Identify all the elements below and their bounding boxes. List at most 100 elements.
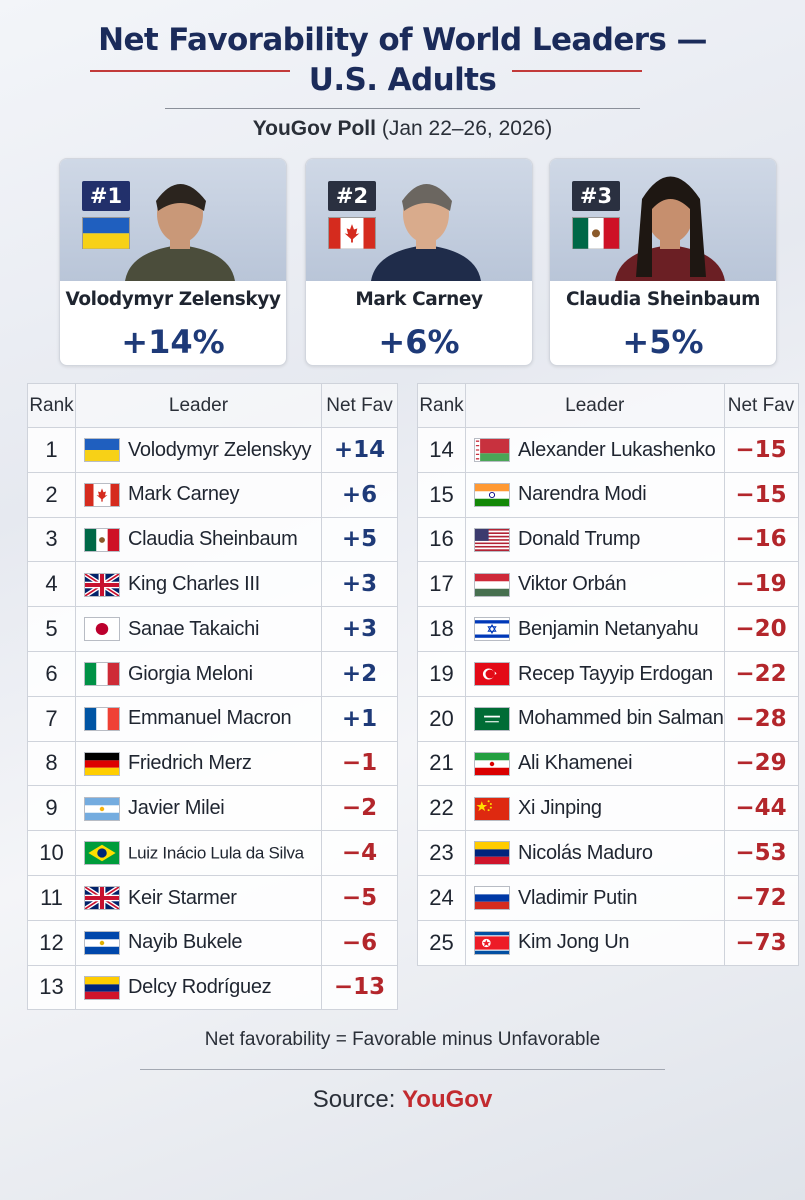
france-flag-icon: [84, 706, 120, 731]
israel-flag-icon: [474, 617, 510, 642]
source-label: Source:: [312, 1086, 396, 1113]
table-row: 11 Keir Starmer −5: [27, 874, 398, 921]
leader-cell: Volodymyr Zelenskyy: [75, 427, 322, 473]
net-fav-value: −22: [723, 650, 799, 697]
net-fav-value: −73: [723, 919, 799, 966]
uk-flag-icon: [84, 572, 120, 597]
leader-name: Vladimir Putin: [518, 886, 638, 909]
net-fav-value: +14: [321, 427, 398, 473]
net-fav-value: −72: [723, 874, 799, 921]
leader-cell: King Charles III: [75, 561, 322, 608]
table-row: 13 Delcy Rodríguez −13: [27, 964, 398, 1011]
rank-cell: 4: [27, 561, 76, 608]
leader-card-name: Volodymyr Zelenskyy: [65, 289, 281, 310]
table-row: 3 Claudia Sheinbaum +5: [27, 516, 398, 563]
rank-cell: 2: [27, 471, 76, 518]
net-fav-value: −28: [723, 695, 799, 742]
leader-cell: Javier Milei: [75, 785, 322, 832]
rank-cell: 20: [417, 695, 466, 742]
table-row: 10 Luiz Inácio Lula da Silva −4: [27, 830, 398, 876]
table-header-row: Rank Leader Net Fav: [417, 383, 799, 428]
leader-name: Mohammed bin Salman: [518, 707, 724, 730]
table-row: 4 King Charles III +3: [27, 561, 398, 608]
elsalvador-flag-icon: [84, 930, 120, 955]
rank-cell: 5: [27, 606, 76, 652]
net-fav-value: +3: [321, 606, 398, 652]
leader-cell: Xi Jinping: [465, 785, 725, 832]
leader-name: Emmanuel Macron: [128, 707, 292, 730]
leader-name: Javier Milei: [128, 797, 225, 819]
table-row: 2 Mark Carney +6: [27, 471, 398, 518]
ranking-table-right: Rank Leader Net Fav 14 Alexander Lukashe…: [417, 383, 799, 966]
leader-name: Benjamin Netanyahu: [518, 617, 699, 640]
rank-cell: 8: [27, 740, 76, 787]
leader-name: Mark Carney: [128, 483, 240, 506]
footnote: Net favorability = Favorable minus Unfav…: [204, 1029, 601, 1050]
header-leader: Leader: [75, 383, 322, 428]
leader-cell: Mark Carney: [75, 471, 322, 518]
leader-name: Viktor Orbán: [518, 573, 627, 596]
usa-flag-icon: [474, 527, 510, 552]
leader-name: Alexander Lukashenko: [518, 438, 716, 461]
leader-cell: Benjamin Netanyahu: [465, 606, 725, 652]
table-row: 25 Kim Jong Un −73: [417, 919, 799, 966]
header-rank: Rank: [27, 383, 76, 428]
table-row: 24 Vladimir Putin −72: [417, 874, 799, 921]
net-fav-value: −5: [321, 874, 398, 921]
net-fav-value: +3: [321, 561, 398, 608]
rank-cell: 22: [417, 785, 466, 832]
ranking-table-left: Rank Leader Net Fav 1 Volodymyr Zelensky…: [27, 383, 398, 1011]
table-row: 18 Benjamin Netanyahu −20: [417, 606, 799, 652]
net-fav-value: −6: [321, 919, 398, 966]
leader-cell: Ali Khamenei: [465, 740, 725, 787]
subtitle: YouGov Poll (Jan 22–26, 2026): [0, 117, 805, 141]
net-fav-value: −1: [321, 740, 398, 787]
net-fav-value: +6: [321, 471, 398, 518]
leader-name: Keir Starmer: [128, 886, 237, 909]
india-flag-icon: [474, 482, 510, 507]
brazil-flag-icon: [84, 841, 120, 866]
rank-badge: #3: [572, 181, 620, 211]
leader-name: Delcy Rodríguez: [128, 976, 272, 999]
rank-cell: 6: [27, 650, 76, 697]
rank-cell: 10: [27, 830, 76, 876]
leader-cell: Friedrich Merz: [75, 740, 322, 787]
japan-flag-icon: [84, 617, 120, 642]
saudi-flag-icon: [474, 706, 510, 731]
leader-card-value: +14%: [121, 323, 225, 361]
net-fav-value: −16: [723, 516, 799, 563]
title-rule-left: [90, 70, 290, 72]
leader-name: Xi Jinping: [518, 797, 602, 819]
germany-flag-icon: [84, 751, 120, 776]
leader-cell: Sanae Takaichi: [75, 606, 322, 652]
table-row: 6 Giorgia Meloni +2: [27, 650, 398, 697]
uk-flag-icon: [84, 886, 120, 911]
rank-cell: 11: [27, 874, 76, 921]
leader-photo: [306, 159, 532, 281]
table-row: 14 Alexander Lukashenko −15: [417, 427, 799, 473]
net-fav-value: −20: [723, 606, 799, 652]
source-brand: YouGov: [402, 1086, 493, 1113]
rank-cell: 14: [417, 427, 466, 473]
table-header-row: Rank Leader Net Fav: [27, 383, 398, 428]
net-fav-value: −15: [723, 427, 799, 473]
leader-card-name: Claudia Sheinbaum: [565, 289, 760, 310]
ukraine-flag-icon: [84, 438, 120, 463]
leader-name: Giorgia Meloni: [128, 662, 253, 685]
rank-cell: 16: [417, 516, 466, 563]
leader-name: Narendra Modi: [518, 483, 647, 506]
net-fav-value: −53: [723, 830, 799, 876]
leader-cell: Luiz Inácio Lula da Silva: [75, 830, 322, 876]
footnote-divider: [140, 1069, 665, 1070]
leader-cell: Alexander Lukashenko: [465, 427, 725, 473]
net-fav-value: +1: [321, 695, 398, 742]
table-row: 12 Nayib Bukele −6: [27, 919, 398, 966]
leader-name: Friedrich Merz: [128, 752, 252, 775]
net-fav-value: −15: [723, 471, 799, 518]
table-row: 20 Mohammed bin Salman −28: [417, 695, 799, 742]
title-underline: [165, 108, 640, 109]
rank-badge: #2: [328, 181, 376, 211]
rank-cell: 25: [417, 919, 466, 966]
leader-cell: Giorgia Meloni: [75, 650, 322, 697]
russia-flag-icon: [474, 886, 510, 911]
